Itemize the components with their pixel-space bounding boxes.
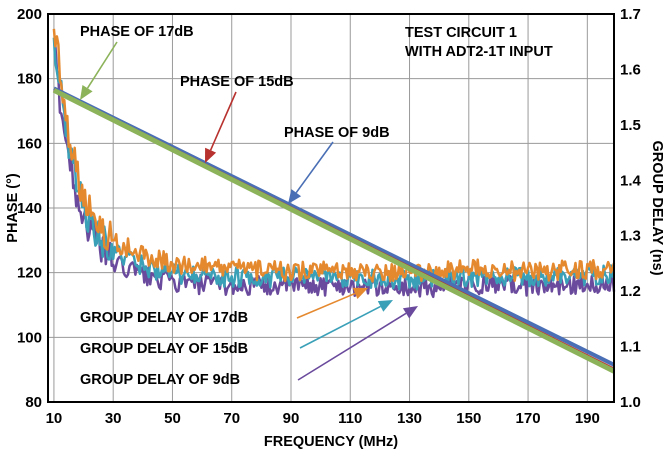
x-tick-label: 90 xyxy=(283,410,300,427)
y-tick-label: 100 xyxy=(17,329,42,346)
arrow-phase-15db xyxy=(205,91,237,163)
annotation-group-delay-17db: GROUP DELAY OF 17dB xyxy=(80,310,248,326)
y2-tick-label: 1.0 xyxy=(620,394,641,411)
x-tick-label: 110 xyxy=(338,410,362,427)
series-line-group-delay-5 xyxy=(52,28,616,283)
annotation-phase-9db: PHASE OF 9dB xyxy=(284,125,390,141)
series-line-group-delay-4 xyxy=(52,37,616,291)
x-tick-label: 30 xyxy=(105,410,122,427)
annotation-phase-17db: PHASE OF 17dB xyxy=(80,24,194,40)
y2-tick-label: 1.7 xyxy=(620,6,641,23)
x-tick-label: 10 xyxy=(46,410,63,427)
arrow-phase-9db xyxy=(288,141,334,204)
x-tick-label: 130 xyxy=(397,410,422,427)
annotation-arrows xyxy=(80,41,418,381)
series-layer xyxy=(52,28,616,374)
y2-tick-label: 1.3 xyxy=(620,228,641,245)
x-tick-label: 170 xyxy=(516,410,541,427)
x-axis-label: FREQUENCY (MHz) xyxy=(264,434,398,450)
arrow-phase-17db xyxy=(80,41,118,100)
x-tick-label: 190 xyxy=(575,410,600,427)
y2-tick-label: 1.6 xyxy=(620,61,641,78)
x-tick-label: 70 xyxy=(223,410,240,427)
y-tick-label: 160 xyxy=(17,135,42,152)
series-line-group-delay-3 xyxy=(53,44,616,299)
y-axis-label: PHASE (°) xyxy=(5,173,21,243)
y2-tick-label: 1.4 xyxy=(620,172,642,189)
y2-tick-label: 1.2 xyxy=(620,283,641,300)
y-tick-label: 80 xyxy=(25,394,42,411)
annotation-group-delay-9db: GROUP DELAY OF 9dB xyxy=(80,372,240,388)
series-line-phase-2 xyxy=(52,88,616,374)
y2-axis-label: GROUP DELAY (ns) xyxy=(649,140,663,275)
annotation-group-delay-15db: GROUP DELAY OF 15dB xyxy=(80,341,248,357)
arrow-group-delay-17db xyxy=(296,287,368,319)
tick-labels: 10 30 50 70 90 110 130 150 170 190 80 100 120 140 160 1… xyxy=(17,6,642,427)
y-tick-label: 140 xyxy=(17,200,42,217)
y-tick-label: 120 xyxy=(17,265,42,282)
annotation-phase-15db: PHASE OF 15dB xyxy=(180,74,294,90)
annotation-test-circuit-line2: WITH ADT2-1T INPUT xyxy=(405,44,553,60)
plot-frame xyxy=(47,13,615,403)
x-tick-label: 150 xyxy=(456,410,481,427)
arrow-group-delay-15db xyxy=(299,300,393,349)
y-tick-label: 200 xyxy=(17,6,42,23)
y2-tick-label: 1.5 xyxy=(620,117,641,134)
y2-tick-label: 1.1 xyxy=(620,339,641,356)
x-tick-label: 50 xyxy=(164,410,181,427)
arrow-group-delay-9db xyxy=(297,306,418,381)
y-tick-label: 180 xyxy=(17,71,42,88)
annotation-test-circuit-line1: TEST CIRCUIT 1 xyxy=(405,25,517,41)
